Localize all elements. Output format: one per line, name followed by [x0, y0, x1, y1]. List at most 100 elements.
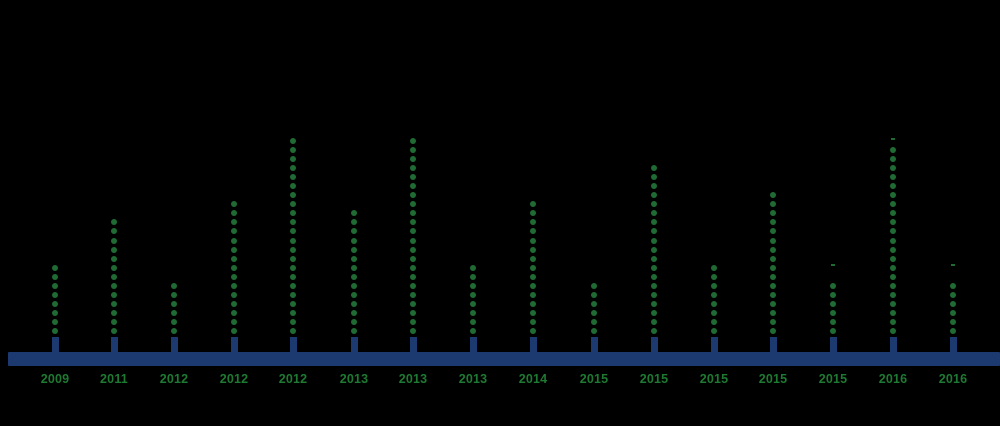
stem-dot: [111, 273, 117, 280]
stem-dot: [231, 201, 237, 208]
stem-dot: [351, 264, 357, 271]
stem-dot: [470, 318, 476, 325]
stem-dot: [410, 255, 416, 262]
stem-dot: [651, 246, 657, 253]
stem-dot: [290, 255, 296, 262]
axis-tick: [170, 337, 178, 353]
stem-dot: [651, 300, 657, 307]
stem-dot: [890, 328, 896, 334]
stem-dot: [171, 300, 177, 307]
stem-dot: [830, 318, 836, 325]
stem-dot: [890, 192, 896, 199]
stem-dot: [830, 328, 836, 334]
stem-dot: [711, 318, 717, 325]
stem-dot: [890, 228, 896, 235]
stem-dot: [530, 318, 536, 325]
stem-dot: [290, 273, 296, 280]
stem-dot: [171, 318, 177, 325]
stem-dot: [290, 210, 296, 217]
stem-dot: [290, 309, 296, 316]
stem-dot: [351, 318, 357, 325]
stem-dot: [231, 255, 237, 262]
stem-dot: [410, 264, 416, 271]
stem-dot: [410, 328, 416, 334]
stem-dot: [410, 147, 416, 153]
stem-dot: [950, 300, 956, 307]
stem-dot: [770, 309, 776, 316]
stem-dot: [651, 210, 657, 217]
stem-dot: [470, 282, 476, 289]
stem-dash: [831, 264, 835, 266]
stem-dot: [351, 228, 357, 235]
stem-dot: [530, 300, 536, 307]
stem-dot: [770, 192, 776, 199]
stem-dot: [351, 237, 357, 244]
stem-dot: [470, 309, 476, 316]
axis-tick: [590, 337, 598, 353]
stem-dot: [231, 273, 237, 280]
timeline-axis: [8, 352, 1000, 366]
stem-dot: [651, 237, 657, 244]
stem-dot: [651, 309, 657, 316]
stem-dot: [410, 174, 416, 181]
axis-tick: [650, 337, 658, 353]
stem-dot: [290, 291, 296, 298]
stem-dot: [290, 137, 296, 144]
stem-dot: [290, 183, 296, 190]
stem-dot: [530, 210, 536, 217]
stem-dot: [290, 328, 296, 334]
stem-dot: [770, 291, 776, 298]
stem-dot: [830, 300, 836, 307]
stem-dot: [410, 273, 416, 280]
axis-tick: [350, 337, 358, 353]
stem-dash: [891, 138, 895, 140]
stem-dot: [351, 219, 357, 226]
year-label: 2016: [878, 372, 908, 386]
stem-dot: [890, 273, 896, 280]
stem-dot: [351, 291, 357, 298]
stem-dot: [530, 246, 536, 253]
stem-dot: [651, 264, 657, 271]
axis-tick: [829, 337, 837, 353]
stem-dash: [951, 264, 955, 266]
stem-dot: [770, 318, 776, 325]
stem-dot: [651, 183, 657, 190]
stem-dot: [651, 273, 657, 280]
year-label: 2009: [40, 372, 70, 386]
year-label: 2014: [518, 372, 548, 386]
stem-dot: [651, 228, 657, 235]
stem-dot: [890, 183, 896, 190]
stem-dot: [830, 291, 836, 298]
stem-dot: [470, 328, 476, 334]
stem-dot: [111, 264, 117, 271]
stem-dot: [290, 228, 296, 235]
stem-dot: [410, 246, 416, 253]
stem-dot: [231, 264, 237, 271]
stem-dot: [111, 309, 117, 316]
stem-dot: [231, 282, 237, 289]
year-label: 2011: [100, 372, 128, 386]
stem-dot: [711, 309, 717, 316]
year-label: 2015: [579, 372, 609, 386]
stem-dot: [52, 273, 58, 280]
stem-dot: [171, 328, 177, 334]
stem-dot: [591, 300, 597, 307]
stem-dot: [410, 282, 416, 289]
stem-dot: [231, 210, 237, 217]
year-label: 2013: [398, 372, 428, 386]
stem-dot: [711, 273, 717, 280]
stem-dot: [231, 246, 237, 253]
stem-dot: [410, 228, 416, 235]
axis-tick: [710, 337, 718, 353]
stem-dot: [351, 282, 357, 289]
stem-dot: [591, 282, 597, 289]
stem-dot: [52, 328, 58, 334]
stem-dot: [770, 237, 776, 244]
year-label: 2015: [758, 372, 788, 386]
stem-dot: [351, 246, 357, 253]
axis-tick: [889, 337, 897, 353]
stem-dot: [290, 219, 296, 226]
stem-dot: [290, 264, 296, 271]
year-label: 2015: [699, 372, 729, 386]
stem-dot: [770, 255, 776, 262]
